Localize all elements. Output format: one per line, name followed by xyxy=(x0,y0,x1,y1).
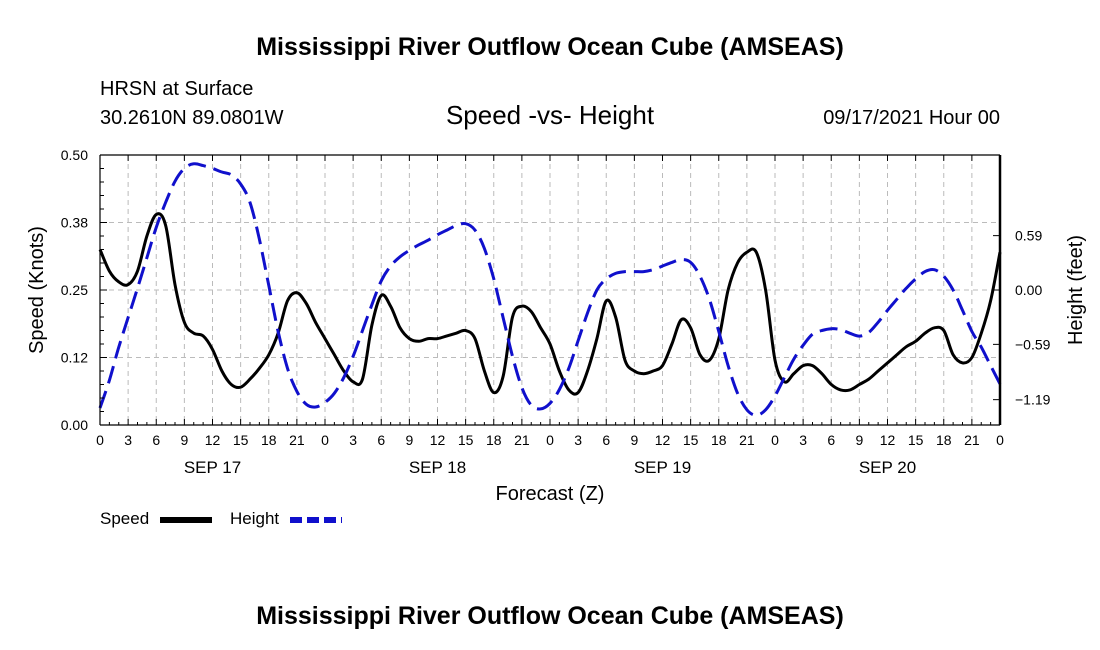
x-tick-label: 12 xyxy=(655,432,671,448)
y-axis-label: Speed (Knots) xyxy=(26,226,48,354)
series-layer xyxy=(98,162,1002,417)
y-tick-label: 0.50 xyxy=(61,147,88,163)
x-tick-label: 9 xyxy=(405,432,413,448)
x-tick-label: 18 xyxy=(261,432,277,448)
x-tick-label: 21 xyxy=(964,432,980,448)
x-tick-label: 15 xyxy=(908,432,924,448)
x-tick-label: 3 xyxy=(349,432,357,448)
x-tick-label: 0 xyxy=(96,432,104,448)
date-label: 09/17/2021 Hour 00 xyxy=(823,107,1000,129)
height-series-line xyxy=(98,162,1002,417)
y-tick-label: 0.12 xyxy=(61,350,88,366)
x-tick-label: 12 xyxy=(430,432,446,448)
x-tick-label: 9 xyxy=(180,432,188,448)
y2-tick-label: 0.59 xyxy=(1015,228,1042,244)
day-label: SEP 17 xyxy=(184,458,241,477)
x-axis-label: Forecast (Z) xyxy=(496,483,605,505)
legend: Speed Height xyxy=(100,509,342,528)
y2-tick-label: −0.59 xyxy=(1015,336,1051,352)
tick-layer: 0 3 6 9 12 15 18 21 0 3 6 9 12 15 18 21 0 3 6 9 12 15 18 21 0 3 6 9… xyxy=(61,147,1051,477)
x-tick-label: 21 xyxy=(514,432,530,448)
x-tick-label: 18 xyxy=(486,432,502,448)
day-label: SEP 19 xyxy=(634,458,691,477)
x-tick-label: 15 xyxy=(458,432,474,448)
day-label: SEP 20 xyxy=(859,458,916,477)
x-tick-label: 18 xyxy=(936,432,952,448)
x-tick-label: 9 xyxy=(630,432,638,448)
chart-title: Speed -vs- Height xyxy=(446,100,655,130)
x-tick-label: 6 xyxy=(152,432,160,448)
x-tick-label: 9 xyxy=(855,432,863,448)
x-tick-label: 3 xyxy=(574,432,582,448)
y-tick-label: 0.00 xyxy=(61,417,88,433)
x-tick-label: 12 xyxy=(880,432,896,448)
x-tick-label: 3 xyxy=(799,432,807,448)
day-label: SEP 18 xyxy=(409,458,466,477)
x-tick-label: 0 xyxy=(771,432,779,448)
y2-tick-label: −1.19 xyxy=(1015,392,1051,408)
legend-speed-label: Speed xyxy=(100,509,149,528)
x-tick-label: 0 xyxy=(546,432,554,448)
speed-series-line xyxy=(98,212,1002,396)
y2-tick-label: 0.00 xyxy=(1015,282,1042,298)
y-tick-label: 0.25 xyxy=(61,282,88,298)
x-tick-label: 21 xyxy=(289,432,305,448)
x-tick-label: 6 xyxy=(827,432,835,448)
legend-height-label: Height xyxy=(230,509,279,528)
bottom-title: Mississippi River Outflow Ocean Cube (AM… xyxy=(256,602,844,630)
x-tick-label: 12 xyxy=(205,432,221,448)
x-tick-label: 0 xyxy=(996,432,1004,448)
x-tick-label: 6 xyxy=(602,432,610,448)
y2-axis-label: Height (feet) xyxy=(1065,235,1087,345)
x-tick-label: 15 xyxy=(233,432,249,448)
y-tick-label: 0.38 xyxy=(61,215,88,231)
grid-layer xyxy=(100,155,1000,425)
x-tick-label: 6 xyxy=(377,432,385,448)
x-tick-label: 3 xyxy=(124,432,132,448)
station-label: HRSN at Surface xyxy=(100,78,253,100)
location-label: 30.2610N 89.0801W xyxy=(100,107,284,129)
x-tick-label: 21 xyxy=(739,432,755,448)
x-tick-label: 18 xyxy=(711,432,727,448)
x-tick-label: 0 xyxy=(321,432,329,448)
top-title: Mississippi River Outflow Ocean Cube (AM… xyxy=(256,33,844,61)
x-tick-label: 15 xyxy=(683,432,699,448)
plot-area: 0 3 6 9 12 15 18 21 0 3 6 9 12 15 18 21 0 3 6 9 12 15 18 21 0 3 6 9… xyxy=(61,147,1051,477)
